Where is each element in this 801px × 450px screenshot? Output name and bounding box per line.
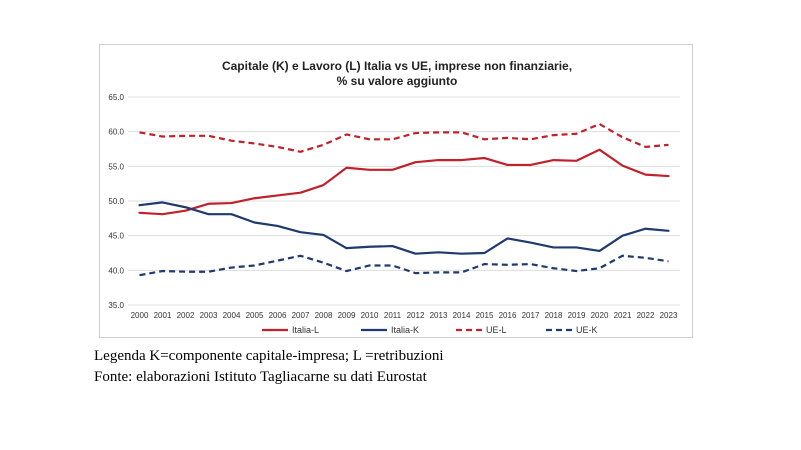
x-tick-label: 2005 [246,311,264,320]
x-tick-label: 2002 [177,311,195,320]
legend-label: UE-L [486,325,507,335]
y-tick-label: 50.0 [108,197,124,206]
x-tick-label: 2023 [660,311,678,320]
legend-label: UE-K [576,325,598,335]
line-chart: Capitale (K) e Lavoro (L) Italia vs UE, … [108,59,680,335]
source-note: Fonte: elaborazioni Istituto Tagliacarne… [94,369,427,385]
x-tick-label: 2019 [568,311,586,320]
y-tick-label: 40.0 [108,266,124,275]
x-tick-label: 2016 [499,311,517,320]
y-tick-label: 35.0 [108,301,124,310]
x-tick-label: 2022 [637,311,655,320]
series-line-italia-k [138,201,670,255]
x-tick-label: 2021 [614,311,632,320]
chart-subtitle: % su valore aggiunto [337,74,458,88]
x-tick-label: 2011 [384,311,402,320]
y-tick-label: 45.0 [108,232,124,241]
y-tick-label: 55.0 [108,162,124,171]
series-line-italia-l [138,148,670,216]
x-tick-label: 2008 [315,311,333,320]
legend-label: Italia-K [391,325,419,335]
x-tick-label: 2013 [430,311,448,320]
x-tick-label: 2001 [154,311,172,320]
x-tick-label: 2009 [338,311,356,320]
x-tick-label: 2015 [476,311,494,320]
x-tick-label: 2000 [131,311,149,320]
x-tick-label: 2017 [522,311,540,320]
x-tick-label: 2020 [591,311,609,320]
x-tick-label: 2014 [453,311,471,320]
x-tick-label: 2012 [407,311,425,320]
series-line-ue-l [139,122,669,153]
x-tick-label: 2003 [200,311,218,320]
y-tick-label: 60.0 [108,128,124,137]
chart-frame: Capitale (K) e Lavoro (L) Italia vs UE, … [99,44,693,338]
legend-label: Italia-L [292,325,319,335]
x-tick-label: 2006 [269,311,287,320]
chart-title: Capitale (K) e Lavoro (L) Italia vs UE, … [222,59,572,73]
legend-note: Legenda K=componente capitale-impresa; L… [94,348,444,364]
x-tick-label: 2018 [545,311,563,320]
x-tick-label: 2004 [223,311,241,320]
series-line-ue-k [139,254,669,277]
y-tick-label: 65.0 [108,93,124,102]
x-tick-label: 2007 [292,311,310,320]
x-tick-label: 2010 [361,311,379,320]
